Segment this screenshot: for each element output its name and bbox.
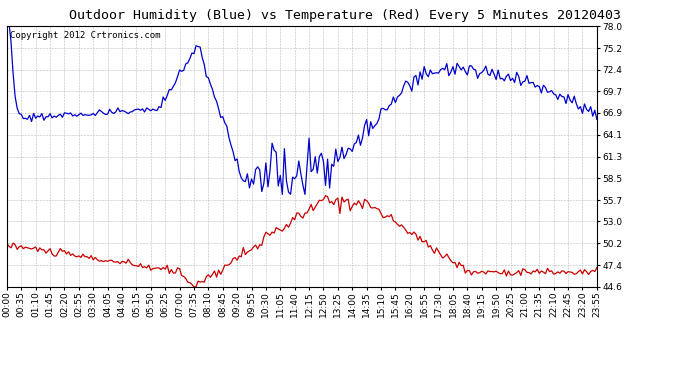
Text: Outdoor Humidity (Blue) vs Temperature (Red) Every 5 Minutes 20120403: Outdoor Humidity (Blue) vs Temperature (… — [69, 9, 621, 22]
Text: Copyright 2012 Crtronics.com: Copyright 2012 Crtronics.com — [10, 32, 160, 40]
